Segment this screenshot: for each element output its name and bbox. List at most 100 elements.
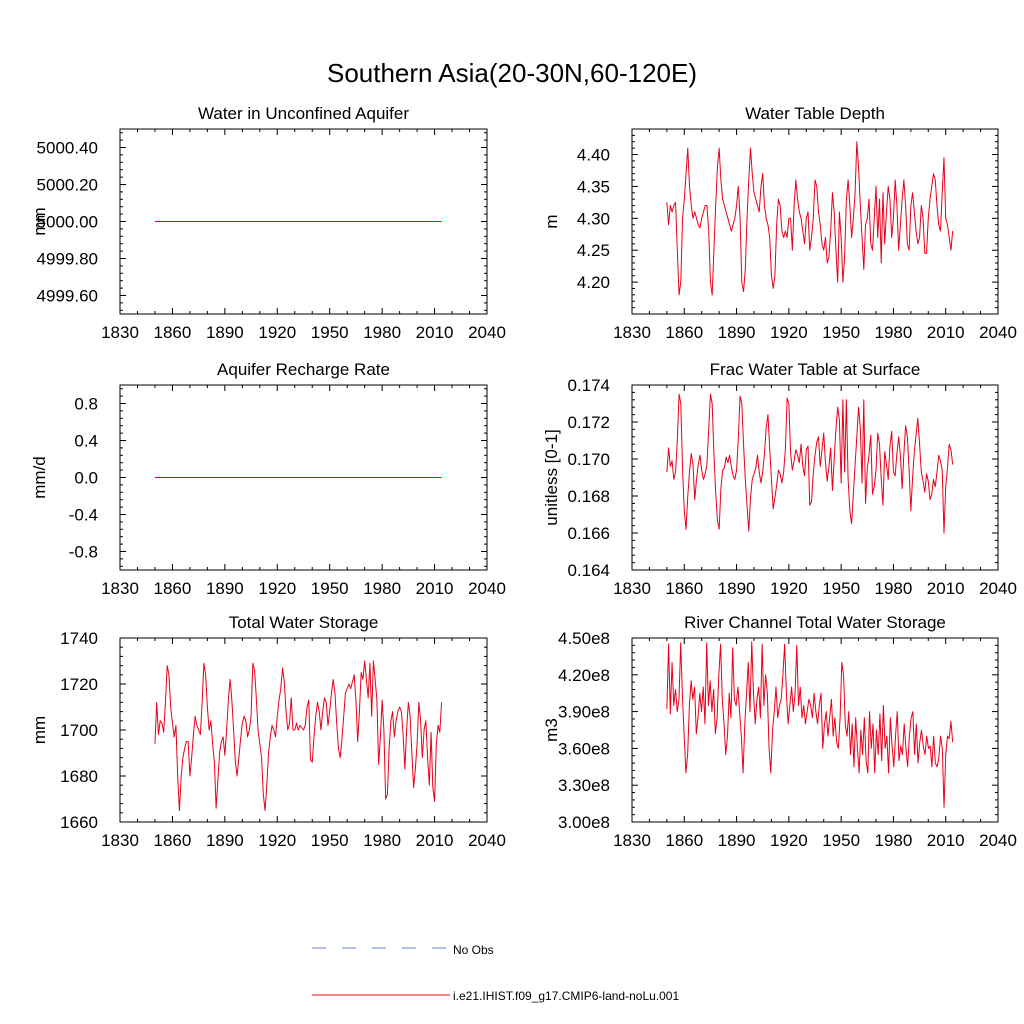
y-tick-label: 1740: [60, 629, 98, 648]
y-tick-label: 5000.40: [37, 139, 98, 158]
panel-title: Aquifer Recharge Rate: [217, 360, 390, 379]
x-tick-label: 1980: [875, 579, 913, 598]
y-axis-label: mm: [30, 207, 49, 235]
x-tick-label: 1830: [613, 579, 651, 598]
chart-panel-5: Total Water Storage mm 1830 1860 1890 1920 195…: [30, 613, 506, 850]
y-tick-label: 1660: [60, 813, 98, 832]
panel-title: Total Water Storage: [229, 613, 379, 632]
y-tick-label: 4999.80: [37, 250, 98, 269]
x-tick-label: 1860: [665, 831, 703, 850]
x-tick-label: 1950: [822, 323, 860, 342]
y-tick-label: 0.8: [74, 395, 98, 414]
x-tick-label: 1860: [154, 831, 192, 850]
series-line: [154, 660, 443, 811]
x-tick-label: 2040: [468, 323, 506, 342]
x-tick-label: 1950: [311, 579, 349, 598]
x-tick-label: 2010: [927, 579, 965, 598]
x-tick-label: 1920: [258, 579, 296, 598]
y-axis-label: m3: [542, 718, 561, 742]
y-tick-label: 5000.20: [37, 176, 98, 195]
y-tick-label: 1720: [60, 675, 98, 694]
x-tick-label: 1950: [822, 579, 860, 598]
x-tick-label: 2010: [416, 831, 454, 850]
series-line: [666, 393, 954, 534]
y-tick-label: 0.174: [567, 376, 610, 395]
x-tick-label: 1890: [206, 579, 244, 598]
y-tick-label: 4.20: [577, 273, 610, 292]
y-axis-label: m: [542, 214, 561, 228]
y-tick-label: 1700: [60, 721, 98, 740]
x-tick-label: 1830: [613, 831, 651, 850]
x-tick-label: 1860: [665, 579, 703, 598]
panel-title: Water Table Depth: [745, 104, 885, 123]
x-tick-label: 1830: [101, 323, 139, 342]
x-tick-label: 1980: [363, 831, 401, 850]
x-tick-label: 2040: [979, 831, 1017, 850]
y-tick-label: -0.8: [69, 543, 98, 562]
x-tick-label: 1890: [718, 831, 756, 850]
x-tick-label: 1980: [363, 323, 401, 342]
legend: No Obs i.e21.IHIST.f09_g17.CMIP6-land-no…: [312, 943, 679, 1003]
y-tick-label: 0.166: [567, 524, 610, 543]
y-tick-label: 0.0: [74, 469, 98, 488]
x-tick-label: 2040: [979, 579, 1017, 598]
y-tick-label: 0.4: [74, 432, 98, 451]
y-axis-label: unitless [0-1]: [542, 429, 561, 525]
y-tick-label: 3.30e8: [558, 776, 610, 795]
y-tick-label: -0.4: [69, 506, 98, 525]
panel-title: Water in Unconfined Aquifer: [198, 104, 409, 123]
y-tick-label: 0.170: [567, 450, 610, 469]
x-tick-label: 2040: [468, 579, 506, 598]
x-tick-label: 1890: [206, 831, 244, 850]
y-axis-label: mm/d: [30, 456, 49, 499]
plot-frame: [631, 128, 999, 315]
x-tick-label: 1920: [770, 831, 808, 850]
legend-label-no-obs: No Obs: [453, 943, 494, 957]
y-tick-label: 3.00e8: [558, 813, 610, 832]
chart-panel-6: River Channel Total Water Storage m3 1830 1…: [542, 613, 1017, 850]
chart-panel-1: Water in Unconfined Aquifer mm 1830 1860 189…: [30, 104, 506, 342]
chart-panel-2: Water Table Depth m 1830 1860 1890 1920 1950 19…: [542, 104, 1017, 342]
y-tick-label: 0.164: [567, 561, 610, 580]
y-tick-label: 0.168: [567, 487, 610, 506]
x-tick-label: 1890: [718, 579, 756, 598]
x-tick-label: 1860: [154, 579, 192, 598]
x-tick-label: 1950: [311, 323, 349, 342]
y-tick-label: 3.60e8: [558, 739, 610, 758]
x-tick-label: 1980: [875, 831, 913, 850]
x-tick-label: 2010: [927, 323, 965, 342]
plot-frame: [631, 384, 999, 571]
x-tick-label: 1920: [258, 831, 296, 850]
y-axis-label: mm: [30, 716, 49, 744]
x-tick-label: 1920: [770, 323, 808, 342]
y-tick-label: 3.90e8: [558, 703, 610, 722]
y-tick-label: 4.40: [577, 146, 610, 165]
x-tick-label: 2010: [416, 579, 454, 598]
x-tick-label: 1860: [665, 323, 703, 342]
x-tick-label: 1980: [363, 579, 401, 598]
y-tick-label: 1680: [60, 767, 98, 786]
x-tick-label: 1860: [154, 323, 192, 342]
legend-label-model: i.e21.IHIST.f09_g17.CMIP6-land-noLu.001: [453, 989, 679, 1003]
y-tick-label: 4.30: [577, 209, 610, 228]
panel-title: Frac Water Table at Surface: [710, 360, 921, 379]
y-tick-label: 4.20e8: [558, 666, 610, 685]
x-tick-label: 1890: [206, 323, 244, 342]
series-line: [666, 141, 954, 296]
series-line: [666, 641, 954, 808]
x-tick-label: 2010: [927, 831, 965, 850]
chart-panel-4: Frac Water Table at Surface unitless [0-1…: [542, 360, 1017, 598]
y-tick-label: 0.172: [567, 413, 610, 432]
panel-title: River Channel Total Water Storage: [684, 613, 946, 632]
chart-panels: Water in Unconfined Aquifer mm 1830 1860 189…: [30, 104, 1017, 850]
y-tick-label: 4.25: [577, 241, 610, 260]
x-tick-label: 1890: [718, 323, 756, 342]
x-tick-label: 1950: [822, 831, 860, 850]
y-tick-label: 4.50e8: [558, 629, 610, 648]
x-tick-label: 2040: [468, 831, 506, 850]
x-tick-label: 1950: [311, 831, 349, 850]
y-tick-label: 4999.60: [37, 287, 98, 306]
x-tick-label: 2010: [416, 323, 454, 342]
x-tick-label: 2040: [979, 323, 1017, 342]
x-tick-label: 1830: [613, 323, 651, 342]
